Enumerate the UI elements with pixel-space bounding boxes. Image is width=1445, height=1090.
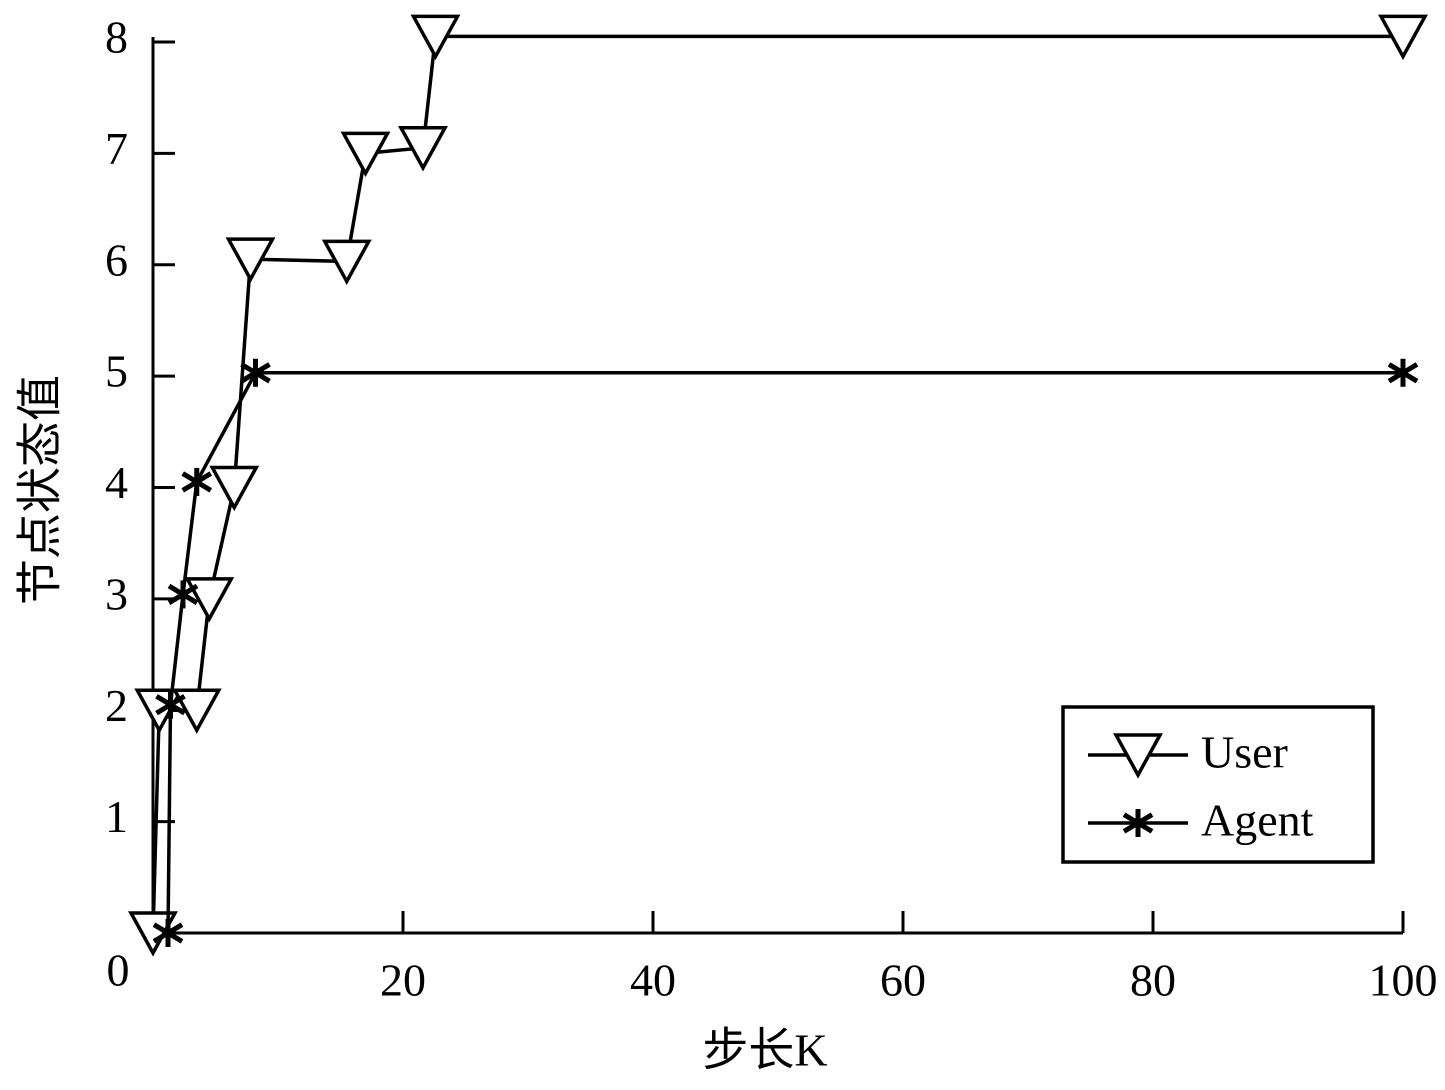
data-point <box>1378 14 1428 61</box>
asterisk-stroke <box>155 694 186 716</box>
x-tick-label: 0 <box>107 945 130 996</box>
legend-marker <box>1122 809 1154 837</box>
x-tick-label: 100 <box>1369 955 1438 1006</box>
data-point <box>155 690 186 719</box>
asterisk-stroke <box>240 362 271 384</box>
data-point <box>240 358 271 387</box>
y-axis-label: 节点状态值 <box>15 375 66 605</box>
legend-box <box>1061 705 1375 864</box>
y-tick-label: 6 <box>105 234 128 285</box>
legend-label: User <box>1201 727 1288 778</box>
asterisk-stroke <box>1387 362 1419 384</box>
data-point <box>167 580 199 609</box>
data-point <box>398 126 448 172</box>
x-tick-label: 60 <box>880 955 926 1006</box>
x-tick-label: 40 <box>630 955 676 1006</box>
y-tick-label: 2 <box>105 680 128 731</box>
legend-label: Agent <box>1201 795 1314 846</box>
x-tick-label: 20 <box>380 955 426 1006</box>
y-tick-label: 4 <box>105 457 128 508</box>
x-tick-label: 80 <box>1130 955 1176 1006</box>
y-tick-label: 7 <box>105 123 128 174</box>
data-point <box>410 14 461 61</box>
data-point <box>171 688 222 734</box>
data-point <box>225 237 276 283</box>
legend-marker <box>1113 733 1163 779</box>
series-line <box>166 371 1403 934</box>
y-tick-label: 8 <box>105 12 128 63</box>
data-point <box>184 577 235 623</box>
data-point <box>181 467 213 496</box>
y-tick-label: 5 <box>105 346 128 397</box>
asterisk-stroke <box>167 583 199 605</box>
data-point <box>209 465 260 512</box>
asterisk-stroke <box>181 471 213 493</box>
data-point <box>1387 358 1419 387</box>
y-tick-label: 1 <box>105 791 128 842</box>
y-tick-label: 3 <box>105 568 128 619</box>
x-axis-label: 步长K <box>702 1025 827 1076</box>
data-point <box>340 131 391 178</box>
data-point <box>321 239 372 286</box>
asterisk-stroke <box>1122 812 1154 834</box>
data-point <box>152 919 184 947</box>
asterisk-stroke <box>152 922 184 944</box>
